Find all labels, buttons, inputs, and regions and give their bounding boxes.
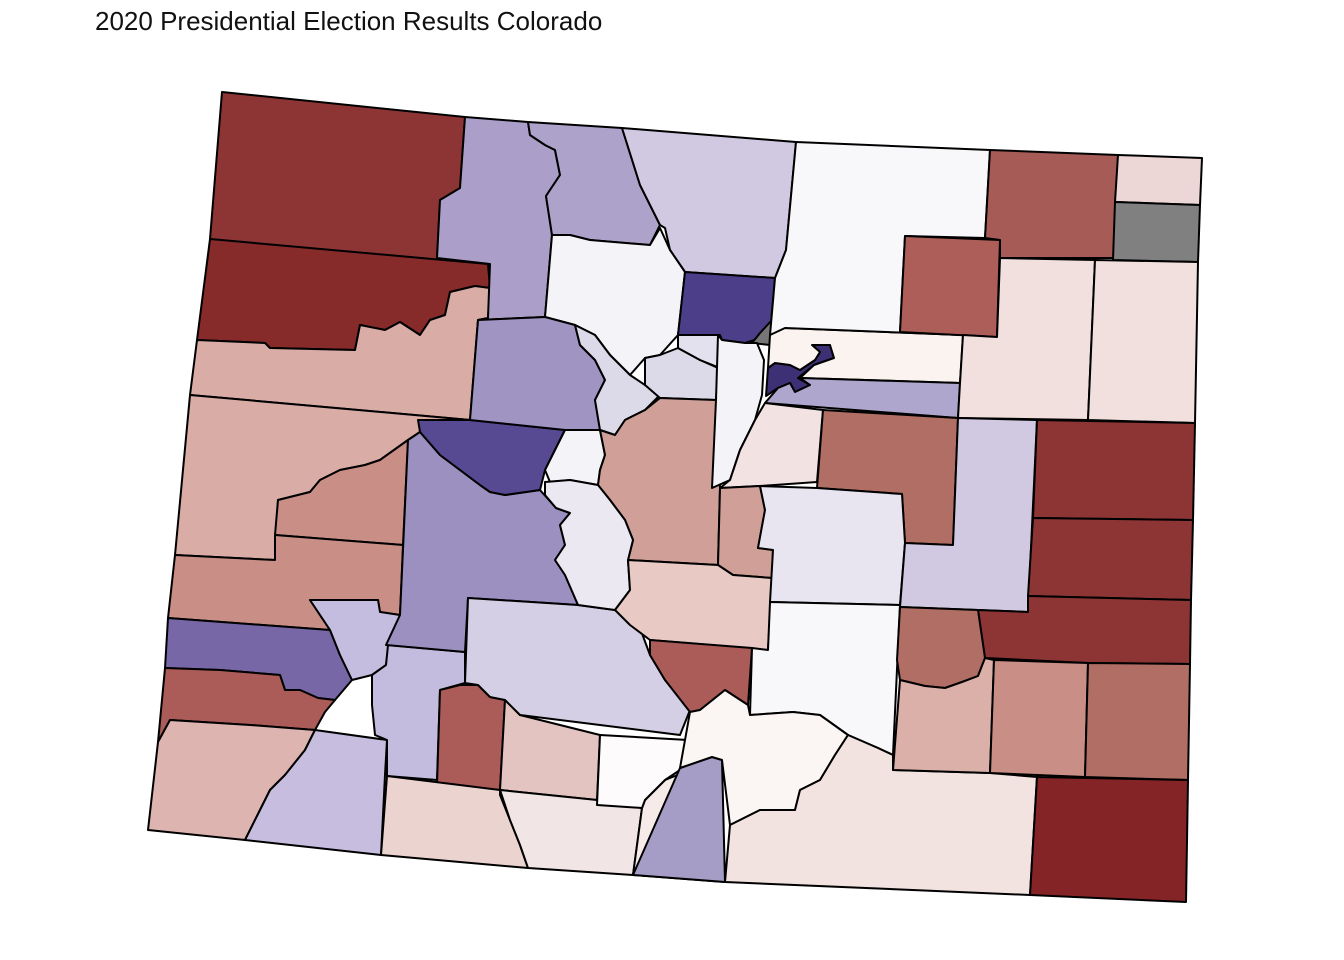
county-kit-carson[interactable] [1032,419,1196,521]
county-yuma[interactable] [1087,259,1199,424]
county-morgan[interactable] [899,235,1001,338]
county-baca[interactable] [1029,776,1189,903]
county-crowley[interactable] [896,606,986,689]
county-chaffee[interactable] [544,479,634,611]
county-hinsdale[interactable] [436,684,506,791]
county-sedgwick[interactable] [1114,154,1203,206]
county-jefferson[interactable] [711,334,765,489]
county-otero[interactable] [892,657,995,774]
county-bent[interactable] [989,659,1089,778]
county-prowers[interactable] [1084,662,1191,781]
county-la-plata[interactable] [244,729,388,856]
county-logan[interactable] [984,149,1119,259]
map-title: 2020 Presidential Election Results Color… [95,6,603,36]
county-el-paso[interactable] [757,485,906,606]
county-phillips[interactable] [1112,201,1201,263]
county-cheyenne[interactable] [1027,517,1194,601]
